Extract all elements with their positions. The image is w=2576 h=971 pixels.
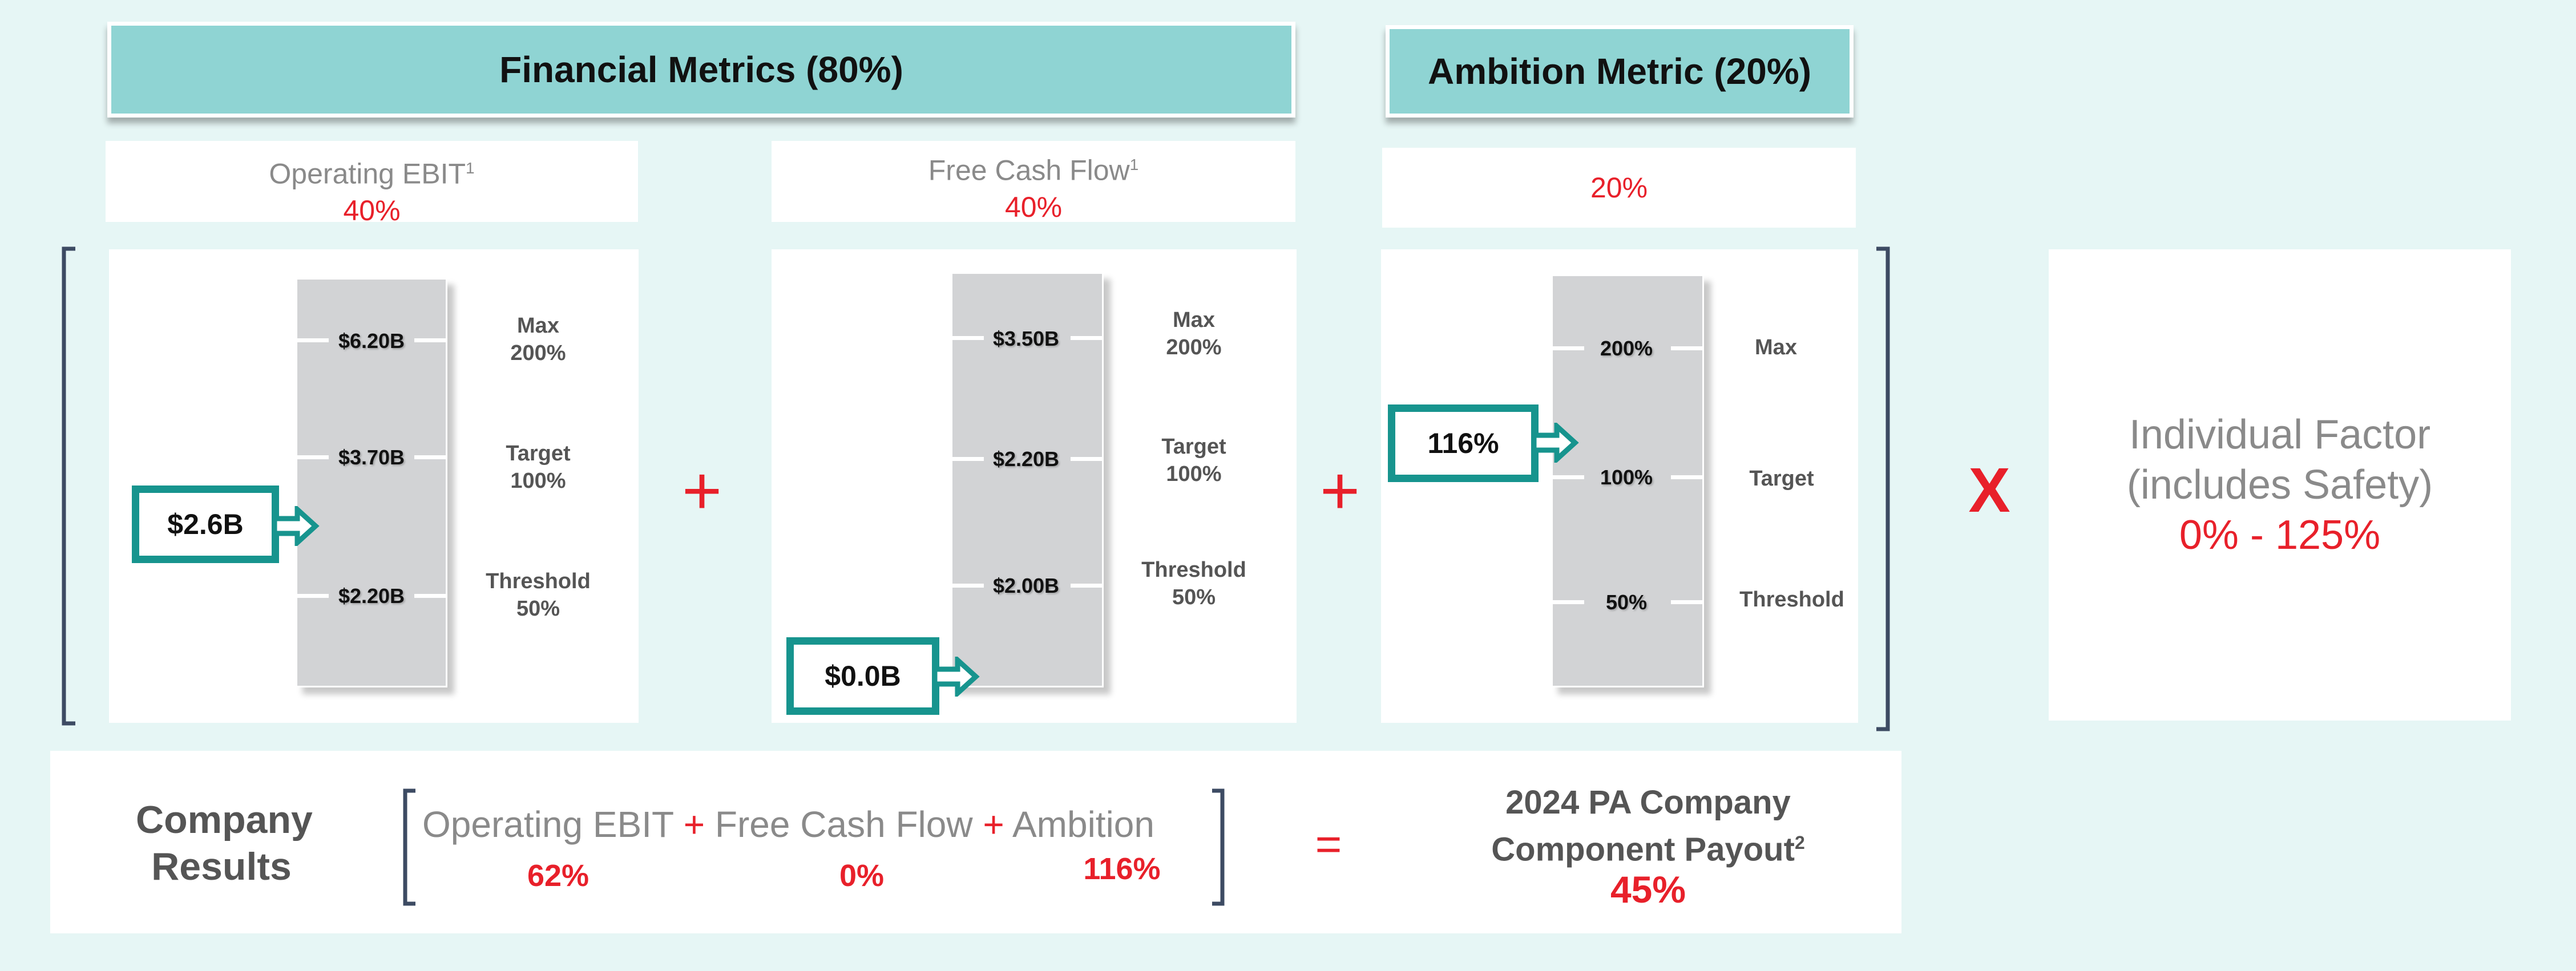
level-label: Target — [1749, 467, 1814, 491]
company-results-band: Company Results Operating EBIT + Free Ca… — [50, 751, 1901, 933]
scale-value: $2.20B — [992, 447, 1060, 471]
plus-operator: + — [683, 804, 705, 845]
tick — [1671, 346, 1704, 350]
equals-operator: = — [1315, 819, 1342, 869]
arrow-right-icon — [274, 506, 320, 546]
times-operator: X — [1968, 455, 2010, 525]
scale-value: $6.20B — [338, 329, 405, 353]
level-label: Max 200% — [510, 314, 566, 365]
financial-metrics-banner: Financial Metrics (80%) — [107, 22, 1295, 118]
individual-factor-range: 0% - 125% — [2179, 512, 2381, 558]
metric-header-operating-ebit: Operating EBIT1 40% — [106, 141, 638, 226]
component-name: Free Cash Flow — [714, 804, 973, 845]
results-left-bracket — [403, 788, 415, 906]
scale-value: 100% — [1600, 466, 1653, 489]
component-name: Ambition — [1012, 804, 1154, 845]
tick — [296, 455, 329, 459]
ambition-panel: 200% 100% 50% Max Target Threshold 116% — [1381, 249, 1858, 723]
individual-factor-subtitle: (includes Safety) — [2126, 462, 2433, 508]
component-value: 0% — [839, 859, 885, 893]
tick — [951, 584, 984, 588]
tick — [414, 455, 447, 459]
tick — [1071, 457, 1104, 461]
payout-title-line1: 2024 PA Company — [1505, 784, 1791, 821]
metric-header-free-cash-flow: Free Cash Flow1 40% — [772, 141, 1295, 223]
results-formula: Operating EBIT + Free Cash Flow + Ambiti… — [422, 803, 1210, 845]
component-name: Operating EBIT — [422, 804, 673, 845]
free-cash-flow-panel: $3.50B $2.20B $2.00B Max 200% Target 100% … — [772, 249, 1297, 723]
scale-value: $2.00B — [992, 574, 1060, 597]
payout-summary: 2024 PA Company Component Payout2 45% — [1414, 783, 1882, 909]
arrow-right-icon — [935, 657, 980, 697]
level-label: Target 100% — [1161, 435, 1226, 486]
tick — [951, 336, 984, 340]
tick — [1071, 336, 1104, 340]
payout-title-line2: Component Payout — [1491, 831, 1795, 868]
tick — [1671, 600, 1704, 604]
results-right-bracket — [1212, 788, 1225, 906]
level-label: Max 200% — [1166, 308, 1222, 359]
scale-value: $3.70B — [338, 446, 405, 469]
tick — [414, 594, 447, 598]
component-value: 116% — [1083, 852, 1161, 886]
actual-value-pointer: $2.6B — [132, 486, 279, 563]
ambition-metric-banner: Ambition Metric (20%) — [1386, 25, 1854, 118]
metric-weight: 40% — [343, 194, 401, 226]
scale-value: $2.20B — [338, 584, 405, 608]
metric-weight: 20% — [1590, 172, 1648, 204]
actual-value-pointer: $0.0B — [786, 637, 939, 715]
scale-value: $3.50B — [992, 327, 1060, 350]
metric-name: Operating EBIT — [269, 157, 466, 190]
company-results-title: Company Results — [136, 798, 313, 888]
operating-ebit-panel: $6.20B $3.70B $2.20B Max 200% Target 100% … — [109, 249, 639, 723]
component-value: 62% — [527, 859, 590, 893]
tick — [296, 338, 329, 342]
scale-value: 200% — [1600, 337, 1653, 360]
tick — [1071, 584, 1104, 588]
plus-operator: + — [681, 452, 722, 529]
actual-value-pointer: 116% — [1388, 404, 1539, 482]
level-label: Threshold 50% — [486, 569, 591, 621]
tick — [296, 594, 329, 598]
individual-factor-title: Individual Factor — [2129, 412, 2431, 458]
right-bracket — [1876, 246, 1890, 731]
tick — [1671, 475, 1704, 479]
left-bracket — [62, 246, 75, 726]
arrow-right-icon — [1534, 423, 1579, 463]
individual-factor-panel: Individual Factor (includes Safety) 0% -… — [2049, 249, 2511, 721]
tick — [1551, 475, 1584, 479]
ambition-scale-bar — [1551, 274, 1704, 687]
plus-operator: + — [1319, 452, 1360, 529]
tick — [951, 457, 984, 461]
plus-operator: + — [983, 804, 1004, 845]
ebit-scale-bar — [296, 278, 447, 687]
metric-header-ambition: 20% — [1382, 148, 1856, 228]
metric-name: Free Cash Flow — [928, 154, 1130, 187]
level-label: Max — [1755, 335, 1797, 359]
scale-value: 50% — [1605, 590, 1648, 614]
metric-weight: 40% — [1004, 191, 1063, 223]
level-label: Threshold 50% — [1141, 558, 1246, 609]
level-label: Threshold — [1739, 588, 1844, 612]
tick — [1551, 346, 1584, 350]
fcf-scale-bar — [951, 272, 1104, 687]
tick — [1551, 600, 1584, 604]
level-label: Target 100% — [506, 442, 571, 493]
tick — [414, 338, 447, 342]
payout-value: 45% — [1610, 868, 1686, 911]
